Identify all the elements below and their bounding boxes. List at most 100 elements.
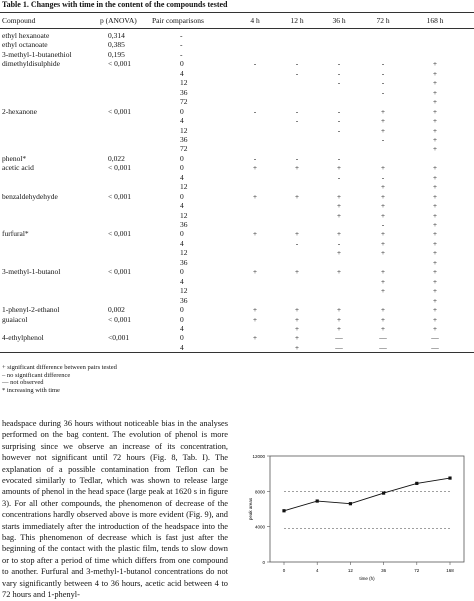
- plot-frame: [269, 455, 465, 563]
- cell-72h: -: [381, 172, 385, 182]
- cell-p-value: 0,195: [108, 49, 125, 59]
- header-72h: 72 h: [376, 16, 390, 25]
- cell-12h: +: [294, 305, 300, 315]
- cell-36h: +: [336, 267, 342, 277]
- header-compound: Compound: [2, 16, 36, 25]
- cell-168h: +: [432, 229, 438, 239]
- data-point: [282, 509, 286, 513]
- footnote: — not observed: [2, 379, 44, 387]
- header-36h: 36 h: [332, 16, 346, 25]
- cell-pair: 4: [180, 201, 184, 211]
- cell-pair: 0: [180, 153, 184, 163]
- cell-compound: ethyl hexanoate: [2, 31, 50, 40]
- cell-pair: 36: [180, 220, 188, 229]
- cell-168h: +: [432, 78, 438, 88]
- data-point: [382, 491, 386, 495]
- cell-168h: +: [432, 276, 438, 286]
- body-paragraph: headspace during 36 hours without notice…: [2, 419, 228, 600]
- cell-12h: +: [294, 267, 300, 277]
- header-p-anova: p (ANOVA): [100, 16, 137, 25]
- cell-compound: ethyl octanoate: [2, 40, 48, 50]
- cell-12h: -: [295, 153, 299, 163]
- cell-36h: +: [336, 191, 342, 201]
- x-tick-label: 72: [414, 568, 420, 573]
- cell-4h: -: [253, 106, 257, 116]
- body-text: headspace during 36 hours without notice…: [2, 418, 228, 601]
- cell-72h: +: [380, 267, 386, 277]
- cell-pair: -: [180, 31, 183, 40]
- cell-72h: +: [380, 238, 386, 248]
- cell-compound: benzaldehydehyde: [2, 191, 58, 201]
- cell-12h: -: [295, 59, 299, 69]
- cell-compound: 2-hexanone: [2, 106, 37, 116]
- cell-168h: —: [431, 333, 439, 343]
- cell-36h: -: [337, 106, 341, 116]
- cell-12h: +: [294, 191, 300, 201]
- cell-168h: +: [432, 68, 438, 78]
- table-top-rule: [0, 12, 474, 13]
- y-axis-label: peak areas: [248, 497, 253, 520]
- cell-12h: -: [295, 116, 299, 126]
- cell-36h: -: [337, 238, 341, 248]
- cell-pair: 12: [180, 78, 188, 88]
- cell-pair: 4: [180, 342, 184, 352]
- cell-72h: —: [379, 333, 387, 343]
- cell-72h: +: [380, 276, 386, 286]
- cell-168h: +: [432, 134, 438, 144]
- cell-12h: +: [294, 333, 300, 343]
- cell-36h: —: [335, 333, 343, 343]
- x-tick-label: 4: [316, 568, 319, 573]
- cell-168h: +: [432, 106, 438, 116]
- cell-36h: -: [337, 68, 341, 78]
- cell-compound: 3-methyl-1-butanethiol: [2, 49, 72, 59]
- cell-pair: 0: [180, 106, 184, 116]
- cell-pair: 12: [180, 125, 188, 135]
- cell-72h: +: [380, 116, 386, 126]
- cell-72h: +: [380, 201, 386, 211]
- cell-12h: -: [295, 68, 299, 78]
- cell-p-value: 0,022: [108, 153, 125, 163]
- cell-36h: -: [337, 78, 341, 88]
- cell-pair: 12: [180, 182, 188, 192]
- data-point: [448, 476, 452, 480]
- x-axis-label: time (h): [359, 576, 375, 581]
- cell-72h: -: [381, 134, 385, 144]
- cell-168h: +: [432, 172, 438, 182]
- cell-12h: -: [295, 106, 299, 116]
- cell-72h: +: [380, 286, 386, 296]
- cell-pair: 36: [180, 134, 188, 144]
- cell-168h: +: [432, 97, 438, 107]
- cell-72h: -: [381, 87, 385, 97]
- cell-pair: 0: [180, 333, 184, 343]
- cell-168h: +: [432, 59, 438, 69]
- cell-12h: +: [294, 163, 300, 173]
- cell-pair: 0: [180, 163, 184, 173]
- data-point: [348, 502, 352, 506]
- footnote: + significant difference between pairs t…: [2, 364, 117, 371]
- cell-pair: 4: [180, 68, 184, 78]
- line-chart: 0 4000 8000 12000 0 4 12 36 72 168 peak areas time …: [248, 454, 465, 581]
- cell-4h: +: [252, 191, 258, 201]
- cell-p-value: 0,385: [108, 40, 125, 50]
- cell-p-value: < 0,001: [108, 106, 131, 116]
- cell-36h: -: [337, 59, 341, 69]
- cell-compound: acetic acid: [2, 163, 34, 173]
- footnote: * increasing with time: [2, 386, 60, 394]
- cell-pair: 4: [180, 116, 184, 126]
- cell-pair: 12: [180, 286, 188, 296]
- data-point: [415, 481, 419, 485]
- cell-pair: 0: [180, 305, 184, 315]
- cell-36h: -: [337, 125, 341, 135]
- table-footnotes: + significant difference between pairs t…: [2, 364, 117, 394]
- cell-compound: phenol*: [2, 153, 27, 163]
- cell-168h: +: [432, 314, 438, 324]
- cell-pair: -: [180, 49, 183, 59]
- cell-168h: +: [432, 267, 438, 277]
- cell-pair: 0: [180, 229, 184, 239]
- cell-compound: furfural*: [2, 229, 29, 239]
- cell-4h: +: [252, 305, 258, 315]
- cell-168h: +: [432, 87, 438, 97]
- table-header-rule: [0, 28, 474, 29]
- cell-72h: —: [379, 342, 387, 352]
- cell-168h: +: [432, 144, 438, 154]
